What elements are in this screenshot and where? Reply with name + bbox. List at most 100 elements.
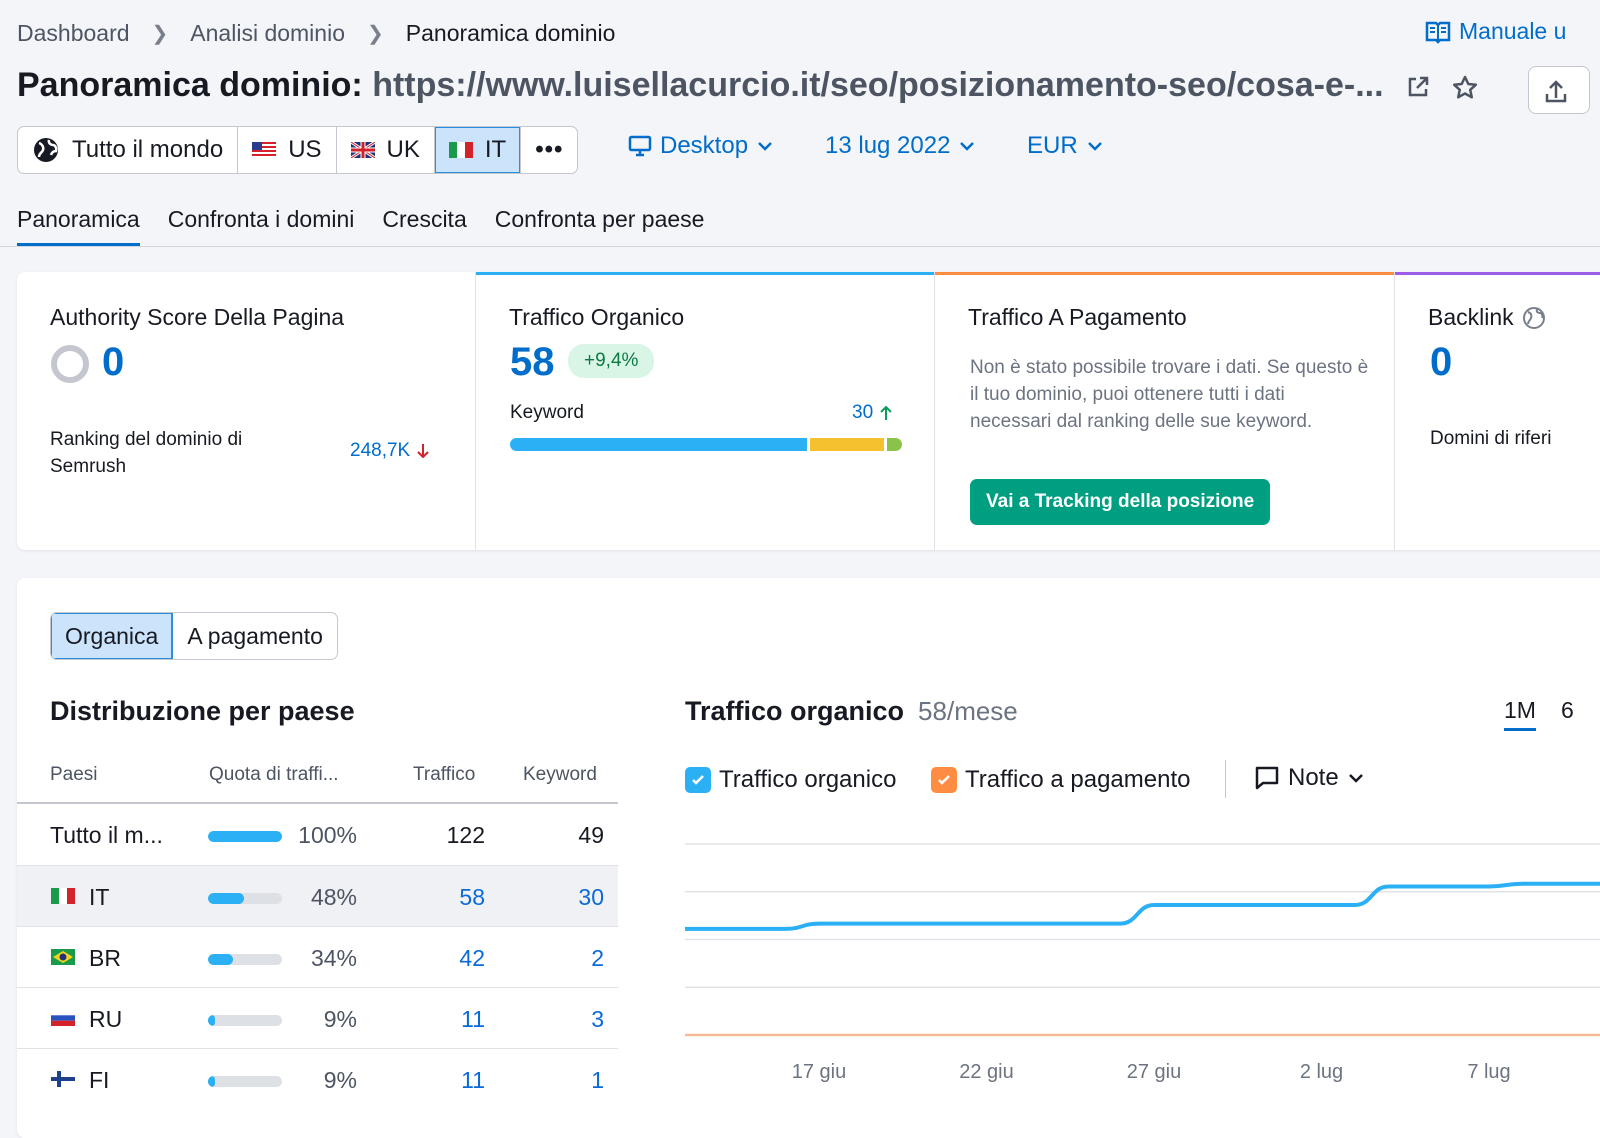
row-traffic: 122	[446, 822, 485, 848]
tab-compare-domains[interactable]: Confronta i domini	[167, 206, 355, 232]
tab-overview[interactable]: Panoramica	[17, 206, 140, 246]
organic-accent-bar	[476, 272, 935, 275]
keyword-segment	[810, 438, 884, 451]
db-it[interactable]: IT	[434, 127, 522, 173]
range-1m[interactable]: 1M	[1504, 697, 1536, 731]
organic-title: Traffico Organico	[509, 304, 685, 330]
db-worldwide[interactable]: Tutto il mondo	[18, 127, 239, 173]
db-uk[interactable]: UK	[337, 127, 435, 173]
export-button[interactable]	[1528, 66, 1590, 114]
share-bar-fill	[208, 954, 234, 965]
organic-traffic-chart[interactable]: 17 giu 22 giu 27 giu 2 lug 7 lug	[685, 820, 1600, 1110]
share-bar	[208, 893, 282, 904]
keyword-segment	[886, 438, 902, 451]
col-traffic-share[interactable]: Quota di traffi...	[209, 764, 339, 785]
notes-label: Note	[1288, 764, 1339, 791]
series-organic-line[interactable]	[685, 881, 1600, 931]
upload-icon	[1545, 80, 1567, 103]
backlink-title: Backlink	[1428, 304, 1514, 330]
title-actions	[1405, 74, 1479, 102]
chevron-down-icon	[758, 142, 772, 151]
toggle-paid[interactable]: A pagamento	[187, 622, 323, 649]
table-row[interactable]: FI 9% 11 1	[17, 1048, 618, 1110]
flag-it-icon	[51, 888, 75, 904]
tab-growth[interactable]: Crescita	[382, 206, 467, 232]
breadcrumb-domain-analysis[interactable]: Analisi dominio	[190, 20, 345, 46]
col-countries[interactable]: Paesi	[50, 764, 98, 785]
db-more-button[interactable]: •••	[521, 127, 577, 173]
manual-label: Manuale u	[1459, 18, 1567, 44]
breadcrumb-dashboard[interactable]: Dashboard	[17, 20, 130, 46]
flag-it-icon	[448, 142, 473, 158]
row-keyword[interactable]: 2	[591, 945, 604, 971]
semrush-rank-value: 248,7K	[350, 440, 411, 461]
row-traffic[interactable]: 58	[459, 884, 485, 910]
currency-dropdown[interactable]: EUR	[1027, 132, 1104, 160]
row-country: FI	[89, 1067, 110, 1093]
table-row[interactable]: BR 34% 42 2	[17, 926, 618, 988]
paid-no-data-message: Non è stato possibile trovare i dati. Se…	[970, 357, 1369, 432]
toggle-organic[interactable]: Organica	[51, 613, 174, 659]
flag-us-icon	[252, 142, 277, 158]
share-bar-fill	[208, 1076, 215, 1087]
table-row[interactable]: Tutto il m... 100% 122 49	[17, 804, 618, 865]
keyword-count[interactable]: 30	[852, 402, 893, 424]
authority-value[interactable]: 0	[102, 340, 125, 384]
table-header-divider	[17, 802, 618, 804]
row-keyword: 49	[578, 822, 604, 848]
row-traffic[interactable]: 11	[461, 1006, 485, 1032]
keyword-value: 30	[852, 402, 874, 423]
desktop-icon	[628, 135, 652, 157]
row-country: RU	[89, 1006, 123, 1032]
device-dropdown[interactable]: Desktop	[628, 132, 774, 160]
traffic-panel	[17, 578, 1600, 1138]
page-title-prefix: Panoramica dominio:	[17, 66, 363, 104]
keyword-distribution-bar[interactable]	[510, 438, 902, 451]
row-keyword[interactable]: 30	[578, 884, 604, 910]
row-keyword[interactable]: 1	[591, 1067, 604, 1093]
chart-title: Traffico organico	[685, 696, 905, 726]
row-share: 100%	[298, 822, 357, 848]
row-traffic[interactable]: 42	[459, 945, 485, 971]
row-traffic[interactable]: 11	[461, 1067, 485, 1093]
tabs-divider	[0, 246, 1600, 247]
row-share: 9%	[323, 1006, 357, 1032]
paid-title: Traffico A Pagamento	[968, 304, 1187, 330]
star-icon[interactable]	[1451, 74, 1479, 102]
row-share: 48%	[310, 884, 357, 910]
backlink-title-row: Backlink	[1428, 304, 1546, 331]
checkbox-checked-icon	[931, 767, 957, 793]
external-link-icon[interactable]	[1405, 74, 1431, 100]
row-keyword[interactable]: 3	[591, 1006, 604, 1032]
db-us[interactable]: US	[238, 127, 337, 173]
semrush-rank[interactable]: 248,7K	[350, 440, 430, 462]
share-bar	[208, 954, 282, 965]
table-row[interactable]: RU 9% 11 3	[17, 987, 618, 1049]
currency-label: EUR	[1027, 132, 1078, 159]
referring-domains-label: Domini di riferi	[1430, 428, 1552, 449]
flag-br-icon	[51, 949, 75, 965]
backlink-value[interactable]: 0	[1430, 340, 1453, 384]
manual-link[interactable]: Manuale u	[1425, 18, 1566, 45]
range-6m[interactable]: 6	[1561, 697, 1574, 723]
date-dropdown[interactable]: 13 lug 2022	[825, 132, 976, 160]
backlink-accent-bar	[1395, 272, 1600, 275]
comment-icon	[1255, 766, 1279, 790]
legend-paid[interactable]: Traffico a pagamento	[931, 766, 1190, 794]
organic-widget: Traffico Organico 58 +9,4% Keyword 30	[475, 272, 935, 550]
col-traffic[interactable]: Traffico	[413, 764, 476, 785]
share-bar-fill	[208, 831, 282, 842]
database-selector: Tutto il mondo US UK IT •••	[17, 126, 579, 174]
row-country: Tutto il m...	[50, 822, 163, 848]
col-keyword[interactable]: Keyword	[523, 764, 597, 785]
tab-compare-country[interactable]: Confronta per paese	[494, 206, 705, 232]
page-title-url: https://www.luisellacurcio.it/seo/posizi…	[372, 66, 1384, 104]
position-tracking-button[interactable]: Vai a Tracking della posizione	[970, 479, 1271, 525]
page-title: Panoramica dominio: https://www.luisella…	[17, 66, 1384, 105]
table-row[interactable]: IT 48% 58 30	[17, 865, 618, 927]
legend-organic[interactable]: Traffico organico	[685, 766, 896, 794]
globe-icon	[1522, 306, 1545, 329]
notes-dropdown[interactable]: Note	[1254, 764, 1365, 792]
flag-uk-icon	[350, 142, 375, 158]
organic-value[interactable]: 58	[510, 340, 555, 384]
